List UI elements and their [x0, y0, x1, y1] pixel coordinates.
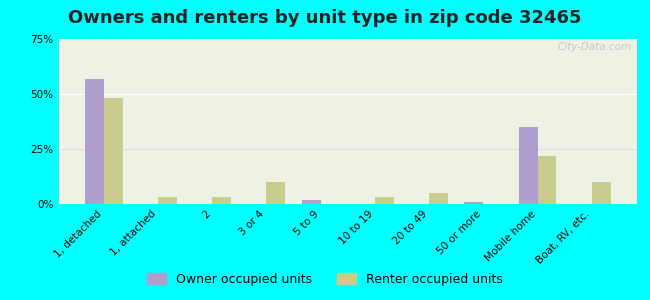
Text: City-Data.com: City-Data.com: [557, 42, 631, 52]
Bar: [302, 200, 320, 204]
Bar: [538, 156, 556, 204]
Text: Owners and renters by unit type in zip code 32465: Owners and renters by unit type in zip c…: [68, 9, 582, 27]
Bar: [429, 193, 448, 204]
Bar: [592, 182, 611, 204]
Bar: [212, 197, 231, 204]
Legend: Owner occupied units, Renter occupied units: Owner occupied units, Renter occupied un…: [142, 268, 508, 291]
Bar: [104, 98, 123, 204]
Bar: [84, 79, 104, 204]
Bar: [464, 202, 484, 204]
Bar: [375, 197, 394, 204]
Bar: [266, 182, 285, 204]
Bar: [519, 127, 538, 204]
Bar: [158, 197, 177, 204]
